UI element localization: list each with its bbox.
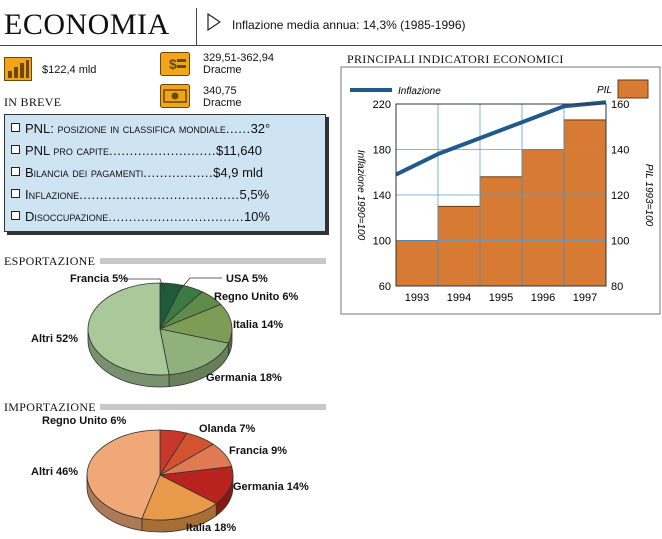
export-label-italia: Italia 14%	[233, 319, 284, 331]
x-tick-label: 1996	[531, 292, 555, 304]
in-breve-heading: IN BREVE	[4, 95, 62, 109]
y-right-tick-label: 160	[611, 99, 629, 111]
indicators-chart: 60 100 140 180 220 80 100 120 140 160 1993 1994 1995…	[340, 66, 661, 315]
breve-dots: .................	[143, 165, 214, 180]
title-divider	[196, 8, 197, 45]
checkbox-icon	[11, 123, 20, 132]
breve-dots: ......	[225, 121, 251, 136]
import-label-italia: Italia 18%	[186, 522, 237, 534]
export-heading: ESPORTAZIONE	[4, 254, 96, 268]
export-label-regno-unito: Regno Unito 6%	[214, 291, 299, 303]
legend-inflation-label: Inflazione	[398, 86, 441, 97]
breve-label: PNL: posizione in classifica mondiale	[25, 121, 226, 136]
import-slice-altri	[86, 429, 161, 520]
exchange-currency-2: Dracme	[203, 97, 242, 109]
exchange-stat-2	[160, 84, 190, 113]
breve-value: $4,9 mld	[213, 165, 264, 180]
x-tick-label: 1994	[447, 292, 471, 304]
import-slice-germania	[158, 466, 234, 505]
breve-dots: .................................	[108, 209, 244, 224]
breve-item-pnl-rank: PNL: posizione in classifica mondiale...…	[11, 121, 270, 136]
import-slice-italia	[141, 474, 218, 521]
banknote-icon	[160, 84, 190, 108]
breve-dots: .......................................	[79, 187, 240, 202]
export-label-altri: Altri 52%	[31, 333, 79, 345]
pil-bar-1995	[479, 176, 523, 287]
svg-text:$: $	[169, 56, 177, 72]
play-icon	[207, 13, 221, 31]
breve-value: 32°	[250, 121, 271, 136]
export-heading-rule	[100, 258, 326, 264]
legend-pil-swatch	[617, 79, 649, 99]
export-slice-italia	[158, 303, 233, 344]
import-label-altri: Altri 46%	[31, 466, 79, 478]
exchange-value-2: 340,75	[203, 85, 237, 97]
breve-item-disoccupazione: Disoccupazione..........................…	[11, 209, 270, 224]
checkbox-icon	[11, 211, 20, 220]
title-rule	[0, 45, 662, 46]
export-leader-line	[125, 278, 166, 293]
y-left-axis-title: Inflazione 1990=100	[355, 150, 366, 241]
breve-value: $11,640	[215, 143, 262, 158]
export-slice-altri	[87, 282, 170, 376]
import-heading-rule	[100, 404, 326, 410]
checkbox-icon	[11, 189, 20, 198]
inflation-note: Inflazione media annua: 14,3% (1985-1996…	[232, 18, 466, 32]
pil-value: $122,4 mld	[42, 64, 97, 76]
plot-border	[395, 103, 607, 287]
import-label-francia: Francia 9%	[229, 445, 288, 457]
x-tick-label: 1995	[489, 292, 513, 304]
import-label-germania: Germania 14%	[233, 481, 309, 493]
import-label-regno-unito: Regno Unito 6%	[42, 415, 127, 427]
y-left-tick-label: 100	[373, 236, 391, 248]
breve-item-bilancia: Bilancia dei pagamenti.................$…	[11, 165, 263, 180]
breve-label: Inflazione	[25, 187, 80, 202]
y-left-tick-label: 60	[379, 281, 391, 293]
pil-bar-1996	[521, 149, 565, 287]
breve-item-pnl-capita: PNL pro capite..........................…	[11, 143, 262, 158]
y-right-axis-title: PIL 1993=100	[643, 164, 654, 227]
breve-dots: ..........................	[109, 143, 216, 158]
checkbox-icon	[11, 145, 20, 154]
y-left-tick-label: 140	[373, 190, 391, 202]
y-right-tick-label: 120	[611, 190, 629, 202]
y-left-tick-label: 220	[373, 99, 391, 111]
y-right-tick-label: 80	[611, 281, 623, 293]
x-tick-label: 1993	[405, 292, 429, 304]
pil-stat	[4, 57, 32, 86]
legend-pil-label: PIL	[597, 85, 612, 96]
export-leader-line	[177, 277, 222, 293]
import-heading: IMPORTAZIONE	[4, 400, 96, 414]
export-slice-germania	[159, 328, 230, 376]
breve-item-inflazione: Inflazione..............................…	[11, 187, 269, 202]
export-label-francia: Francia 5%	[70, 273, 129, 285]
breve-label: Bilancia dei pagamenti	[25, 165, 144, 180]
exchange-value-1: 329,51-362,94	[203, 52, 274, 64]
pil-bar-1993	[395, 240, 439, 287]
breve-label: PNL pro capite	[25, 143, 110, 158]
import-label-olanda: Olanda 7%	[199, 423, 256, 435]
inflation-line	[395, 100, 607, 177]
x-tick-label: 1997	[573, 292, 597, 304]
y-left-tick-label: 180	[373, 145, 391, 157]
y-right-tick-label: 140	[611, 145, 629, 157]
export-pie-chart	[87, 277, 233, 388]
export-label-germania: Germania 18%	[206, 372, 282, 384]
import-pie-chart	[86, 429, 234, 533]
in-breve-box: PNL: posizione in classifica mondiale...…	[4, 114, 326, 232]
breve-label: Disoccupazione	[25, 209, 109, 224]
indicators-chart-title: PRINCIPALI INDICATORI ECONOMICI	[347, 52, 564, 66]
export-label-usa: USA 5%	[226, 273, 268, 285]
breve-value: 5,5%	[239, 187, 270, 202]
exchange-currency-1: Dracme	[203, 64, 242, 76]
bar-chart-icon	[4, 57, 32, 81]
exchange-stat-1: $	[160, 52, 190, 81]
checkbox-icon	[11, 167, 20, 176]
pil-bar-1997	[563, 119, 607, 287]
page-title: ECONOMIA	[4, 8, 170, 41]
currency-icon: $	[160, 52, 190, 76]
breve-value: 10%	[243, 209, 270, 224]
y-right-tick-label: 100	[611, 236, 629, 248]
pil-bar-1994	[437, 205, 481, 287]
